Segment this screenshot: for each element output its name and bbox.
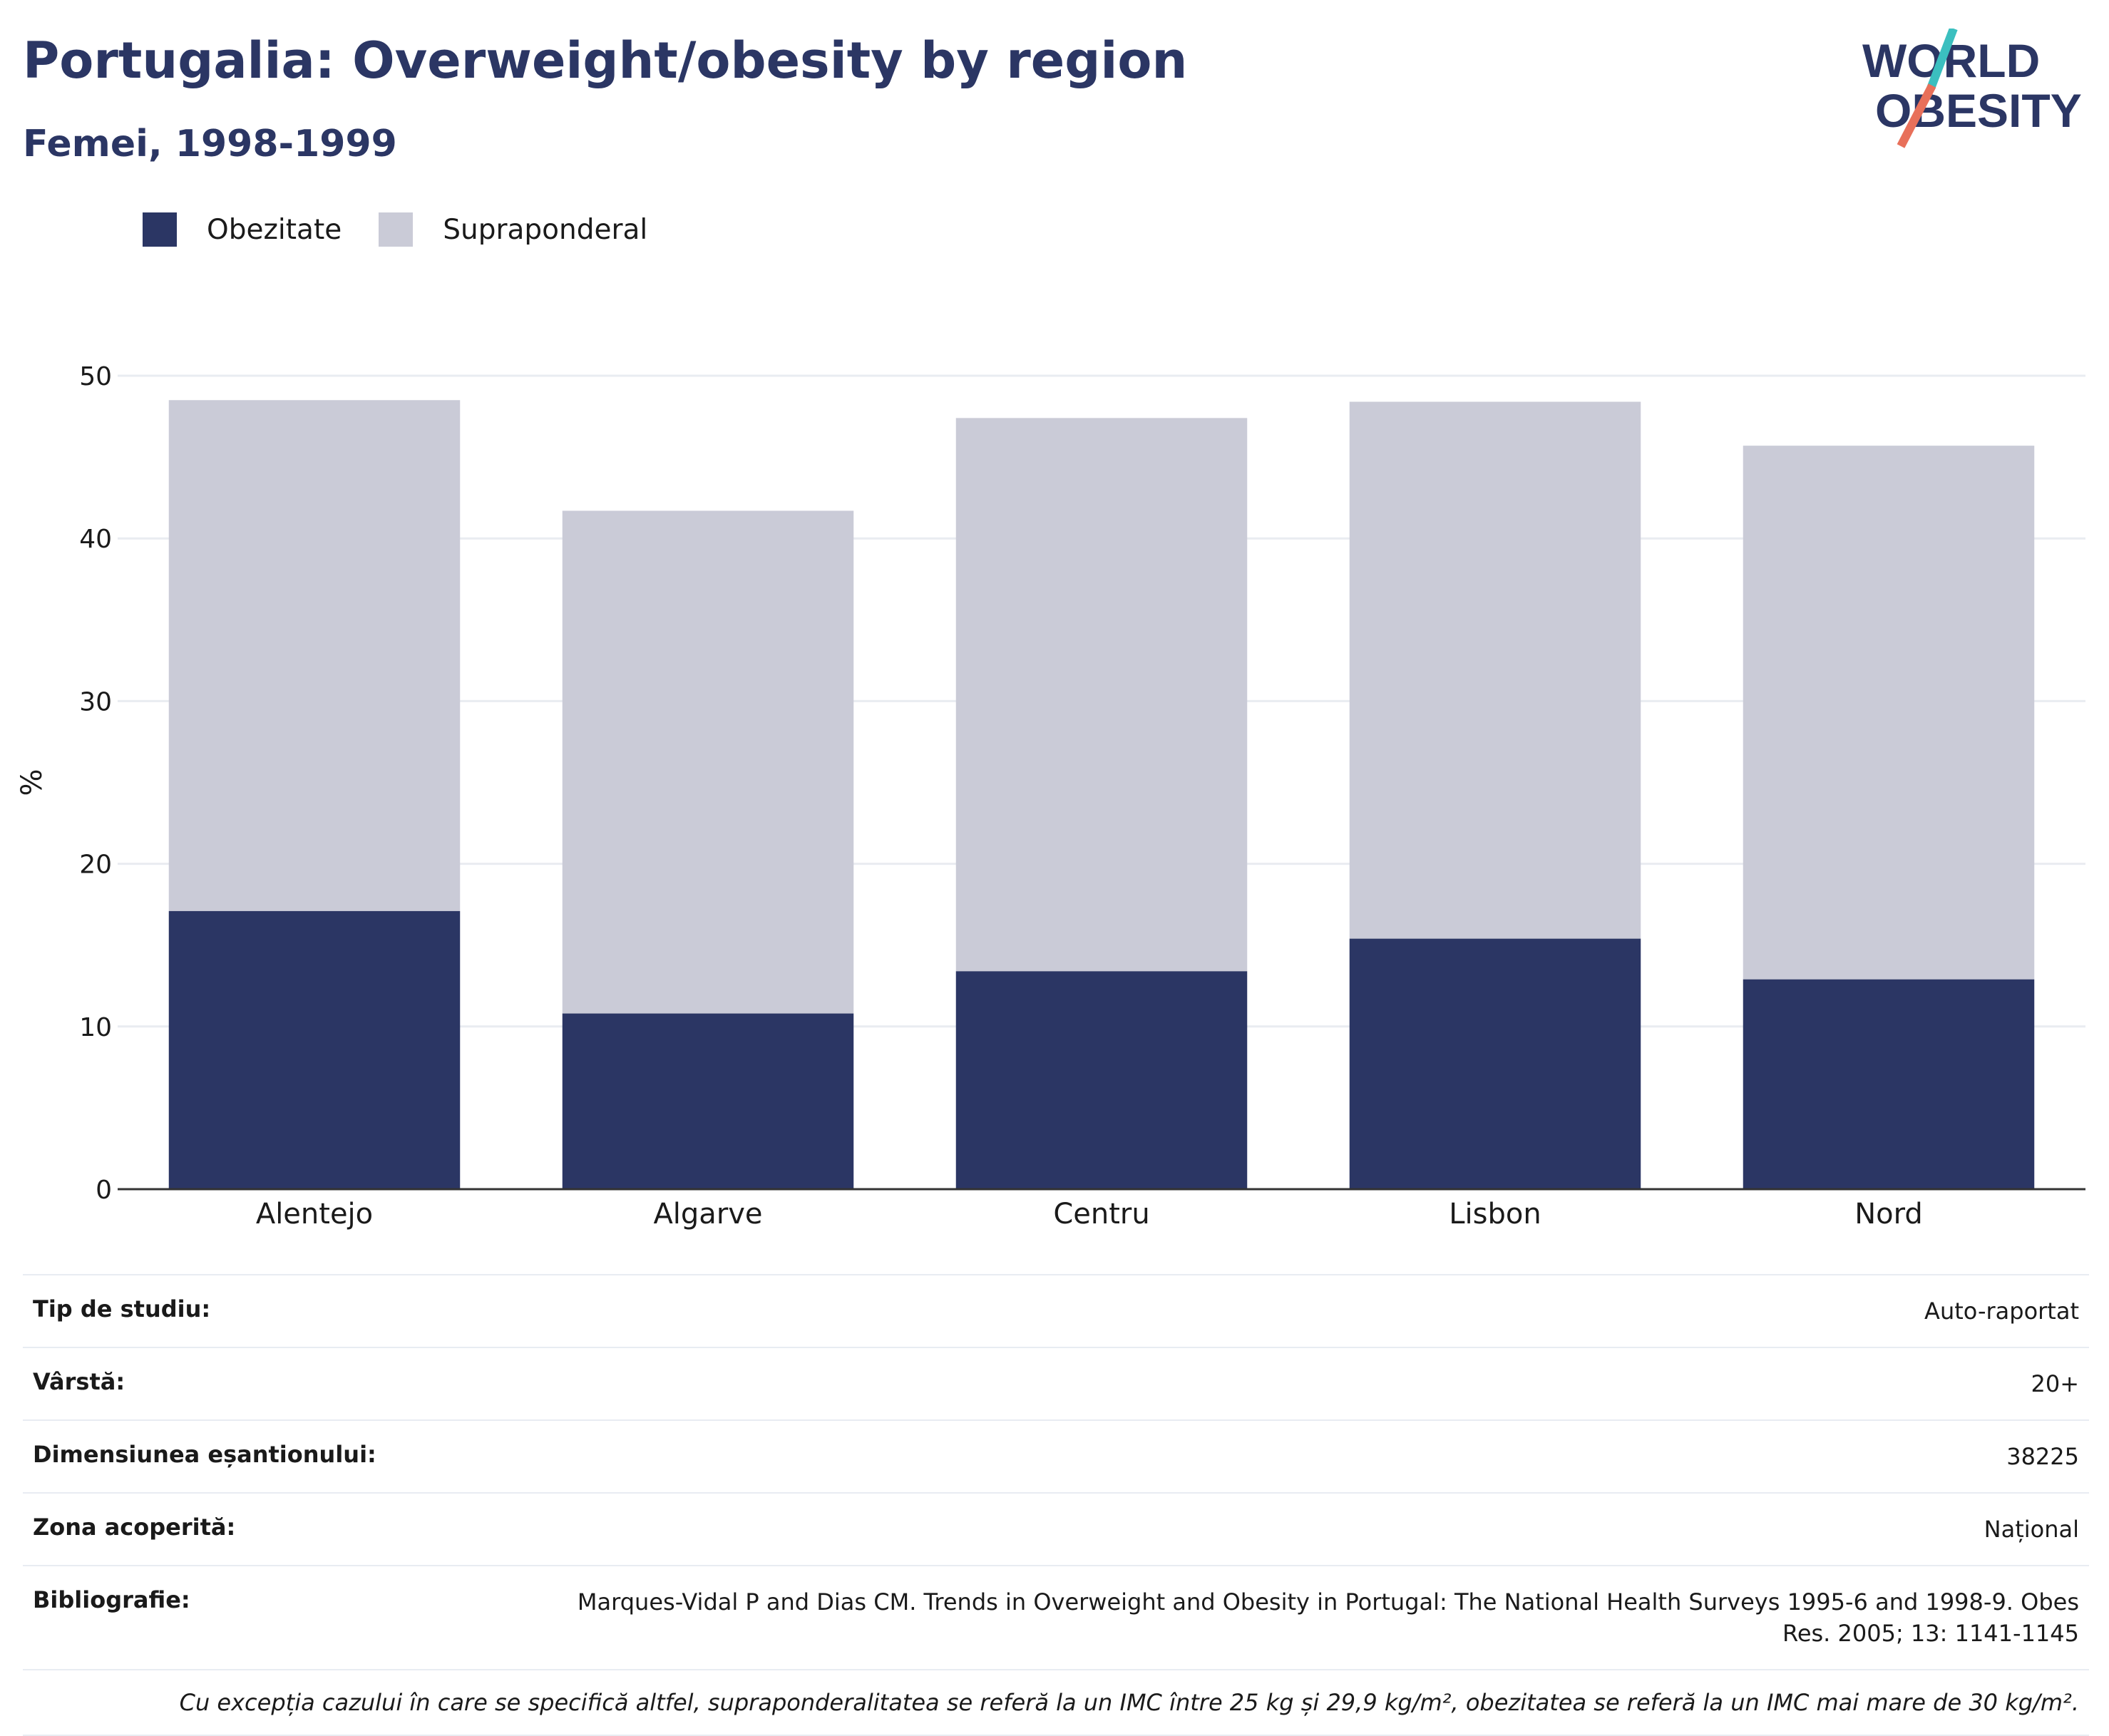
bar-obezitate-centru	[955, 971, 1248, 1189]
info-label-coverage: Zona acoperită:	[33, 1514, 236, 1541]
x-tick-label: Nord	[1854, 1198, 1923, 1231]
y-tick-label: 10	[79, 1013, 112, 1042]
info-value-study-type: Auto-raportat	[1924, 1298, 2079, 1325]
info-value-coverage: Național	[1984, 1516, 2079, 1543]
bar-supraponderal-lisbon	[1349, 401, 1641, 939]
legend-label-obezitate: Obezitate	[207, 213, 342, 246]
bar-obezitate-algarve	[562, 1013, 854, 1189]
legend-item-obezitate[interactable]: Obezitate	[143, 212, 342, 247]
info-label-bibliography: Bibliografie:	[33, 1586, 190, 1613]
x-tick-label: Centru	[1053, 1198, 1149, 1231]
y-tick-label: 20	[79, 851, 112, 880]
bar-supraponderal-centru	[955, 418, 1248, 972]
info-row-study-type: Tip de studiu: Auto-raportat	[23, 1274, 2089, 1347]
x-tick-label: Lisbon	[1449, 1198, 1541, 1231]
legend-swatch-supraponderal	[379, 212, 414, 247]
legend-item-supraponderal[interactable]: Supraponderal	[379, 212, 647, 247]
chart-title: Portugalia: Overweight/obesity by region	[23, 31, 1188, 90]
y-tick-label: 50	[79, 362, 112, 391]
bar-supraponderal-alentejo	[168, 400, 461, 911]
chart-subtitle: Femei, 1998-1999	[23, 123, 397, 165]
bar-supraponderal-algarve	[562, 510, 854, 1014]
info-value-age: 20+	[2031, 1370, 2079, 1397]
info-label-sample-size: Dimensiunea eșantionului:	[33, 1441, 376, 1468]
logo-slash-bottom	[1897, 83, 1936, 148]
info-row-sample-size: Dimensiunea eșantionului: 38225	[23, 1419, 2089, 1492]
bar-obezitate-alentejo	[168, 910, 461, 1189]
y-axis-label: %	[16, 769, 48, 796]
legend-swatch-obezitate	[143, 212, 177, 247]
info-value-sample-size: 38225	[2006, 1443, 2079, 1470]
chart-legend: Obezitate Supraponderal	[143, 212, 684, 247]
info-label-study-type: Tip de studiu:	[33, 1295, 211, 1322]
definition-note: Cu excepția cazului în care se specifică…	[23, 1669, 2089, 1736]
info-row-coverage: Zona acoperită: Național	[23, 1492, 2089, 1565]
y-tick-label: 40	[79, 525, 112, 554]
legend-label-supraponderal: Supraponderal	[443, 213, 648, 246]
info-row-bibliography: Bibliografie: Marques-Vidal P and Dias C…	[23, 1565, 2089, 1669]
x-tick-label: Algarve	[653, 1198, 762, 1231]
x-tick-label: Alentejo	[256, 1198, 373, 1231]
logo-slash-top	[1926, 29, 1958, 91]
study-info-table: Tip de studiu: Auto-raportat Vârstă: 20+…	[23, 1274, 2089, 1736]
y-tick-label: 30	[79, 687, 112, 717]
info-row-age: Vârstă: 20+	[23, 1347, 2089, 1419]
info-label-age: Vârstă:	[33, 1368, 125, 1395]
bar-obezitate-nord	[1743, 979, 2035, 1189]
y-tick-label: 0	[96, 1176, 112, 1205]
stacked-bar-chart: 0 10 20 30 40 50% Alentejo Algarve Centru Lisbon N…	[16, 362, 2085, 1231]
bar-supraponderal-nord	[1743, 446, 2035, 980]
bar-obezitate-lisbon	[1349, 938, 1641, 1189]
info-value-bibliography: Marques-Vidal P and Dias CM. Trends in O…	[577, 1588, 2079, 1647]
world-obesity-logo: WORLD OBESITY	[1862, 29, 2082, 148]
